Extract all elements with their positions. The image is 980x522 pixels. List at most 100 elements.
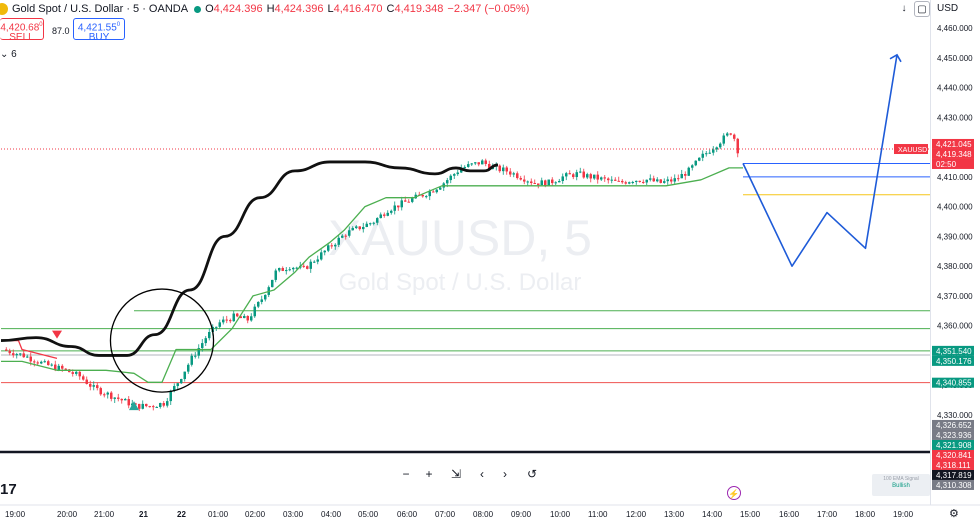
candle bbox=[124, 397, 127, 401]
candle bbox=[701, 150, 704, 162]
candle-body bbox=[579, 171, 582, 173]
candle-body bbox=[435, 189, 438, 193]
candle bbox=[666, 176, 669, 185]
candle bbox=[680, 169, 683, 179]
reset-scale-button[interactable]: ⇲ bbox=[447, 465, 465, 483]
candle-body bbox=[110, 392, 113, 399]
candle-body bbox=[460, 168, 463, 173]
candle bbox=[593, 174, 596, 180]
price-label: 4,323.936 bbox=[932, 429, 974, 440]
candle-body bbox=[225, 319, 228, 321]
candle-body bbox=[701, 153, 704, 158]
zoom-in-button[interactable]: + bbox=[420, 465, 438, 483]
candle bbox=[684, 171, 687, 180]
scroll-right-button[interactable]: › bbox=[496, 465, 514, 483]
candle-body bbox=[348, 230, 351, 236]
time-tick: 18:00 bbox=[855, 510, 876, 519]
candle bbox=[649, 174, 652, 182]
indicators-toggle[interactable]: ⌄ 6 bbox=[0, 49, 17, 60]
sell-button[interactable]: 4,420.680 SELL bbox=[0, 18, 44, 43]
candle bbox=[8, 348, 11, 356]
candle bbox=[642, 179, 645, 184]
candle-body bbox=[449, 175, 452, 181]
reset-chart-button[interactable]: ↺ bbox=[523, 465, 541, 483]
candle bbox=[166, 397, 169, 408]
candle bbox=[341, 234, 344, 239]
candle-body bbox=[260, 299, 263, 302]
price-label-text: 4,323.936 bbox=[936, 431, 972, 440]
candle-body bbox=[152, 406, 155, 408]
price-scale[interactable]: 4,460.000 4,450.000 4,440.000 4,430.000 4,42… bbox=[894, 0, 974, 505]
candle bbox=[110, 391, 113, 402]
candle-body bbox=[628, 182, 631, 184]
candle-body bbox=[243, 315, 246, 319]
candle-body bbox=[726, 133, 729, 136]
candle-body bbox=[684, 174, 687, 176]
price-label-text: 02:50 bbox=[936, 160, 957, 169]
candle-body bbox=[600, 177, 603, 180]
price-label-bg bbox=[932, 158, 974, 169]
candle bbox=[687, 166, 690, 177]
settings-gear-icon[interactable]: ⚙ bbox=[949, 508, 959, 520]
candle bbox=[113, 397, 116, 404]
buy-price-sup: 0 bbox=[116, 22, 121, 28]
candle bbox=[484, 158, 487, 167]
trailing-stop-green bbox=[1, 167, 743, 383]
candle bbox=[15, 352, 18, 359]
time-tick: 17:00 bbox=[817, 510, 838, 519]
zoom-out-button[interactable]: − bbox=[397, 465, 415, 483]
watermark: XAUUSD, 5 Gold Spot / U.S. Dollar bbox=[328, 210, 592, 296]
price-label-bg bbox=[932, 429, 974, 440]
candle-body bbox=[316, 259, 319, 262]
candle bbox=[470, 163, 473, 166]
candle-body bbox=[145, 403, 148, 407]
time-axis[interactable]: 19:00 20:00 21:00 21 22 01:00 02:00 03:00 04:00 0… bbox=[0, 504, 980, 519]
candle bbox=[708, 149, 711, 154]
candle bbox=[435, 188, 438, 194]
price-label-text: 4,419.348 bbox=[936, 150, 972, 159]
candle bbox=[586, 172, 589, 180]
lightning-icon[interactable]: ⚡ bbox=[727, 486, 741, 500]
candle-body bbox=[547, 179, 550, 186]
candle-body bbox=[376, 218, 379, 223]
candle-body bbox=[127, 399, 130, 406]
candle-body bbox=[400, 200, 403, 208]
buy-signal-marker bbox=[129, 401, 139, 411]
arrow-down-icon[interactable]: ↓ bbox=[896, 1, 912, 17]
candle bbox=[250, 313, 253, 322]
candle-body bbox=[320, 252, 323, 260]
candle bbox=[726, 131, 729, 137]
candle-body bbox=[656, 179, 659, 182]
currency-label[interactable]: USD bbox=[937, 3, 959, 14]
symbol-title[interactable]: Gold Spot / U.S. Dollar · 5 · OANDA bbox=[12, 3, 189, 15]
candle bbox=[365, 221, 368, 228]
candle-body bbox=[603, 177, 606, 179]
maximize-icon[interactable]: ▢ bbox=[914, 1, 930, 17]
candle bbox=[344, 234, 347, 240]
candle-body bbox=[337, 237, 340, 245]
symbol-tag-text: XAUUSD bbox=[898, 147, 927, 154]
candle bbox=[463, 165, 466, 170]
time-tick: 03:00 bbox=[283, 510, 304, 519]
price-label-bg bbox=[932, 345, 974, 356]
buy-button[interactable]: 4,421.550 BUY bbox=[73, 18, 125, 43]
candle bbox=[558, 178, 561, 183]
time-tick: 19:00 bbox=[893, 510, 914, 519]
candle-body bbox=[729, 133, 732, 135]
candle-body bbox=[334, 244, 337, 247]
candle-body bbox=[358, 226, 361, 230]
candle-body bbox=[372, 222, 375, 224]
candle bbox=[442, 182, 445, 191]
candle-body bbox=[341, 235, 344, 238]
candle-body bbox=[306, 266, 309, 269]
time-tick: 12:00 bbox=[626, 510, 647, 519]
candle-body bbox=[208, 331, 211, 339]
candle-body bbox=[432, 191, 435, 193]
candle bbox=[397, 205, 400, 211]
scroll-left-button[interactable]: ‹ bbox=[473, 465, 491, 483]
time-tick: 14:00 bbox=[702, 510, 723, 519]
candle-body bbox=[197, 348, 200, 356]
candle bbox=[278, 267, 281, 273]
candle bbox=[334, 243, 337, 250]
